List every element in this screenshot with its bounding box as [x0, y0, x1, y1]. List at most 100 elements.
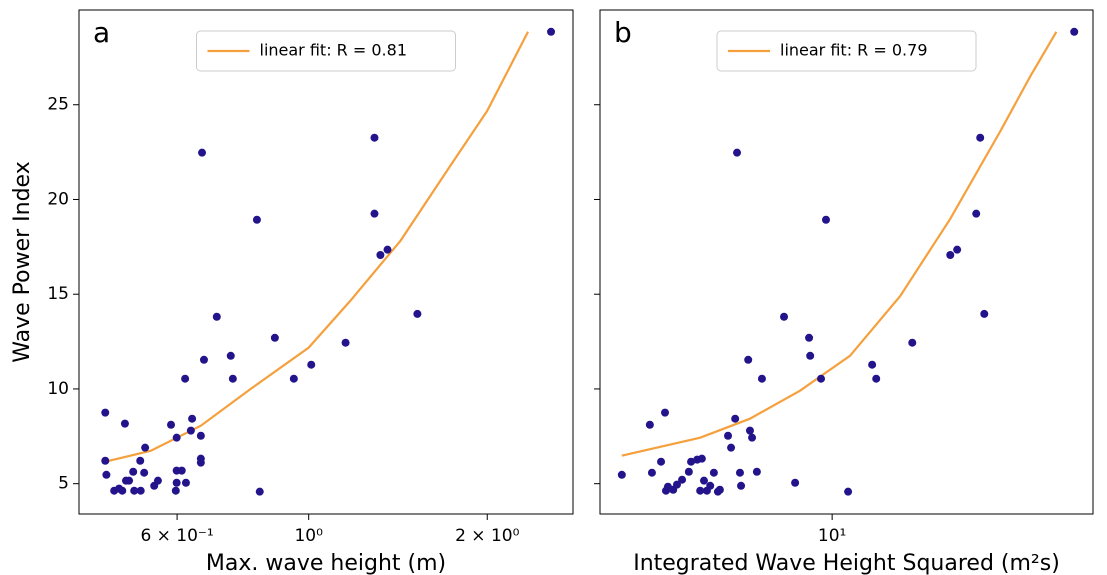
data-point — [101, 456, 110, 465]
y-tick-label: 10 — [47, 379, 69, 399]
data-point — [709, 468, 718, 477]
data-point — [153, 476, 162, 485]
data-point — [715, 485, 724, 494]
data-point — [744, 355, 753, 364]
data-point — [657, 457, 666, 466]
x-axis-label: Max. wave height (m) — [206, 551, 446, 575]
data-point — [370, 133, 379, 142]
legend: linear fit: R = 0.79 — [716, 30, 977, 72]
data-point — [684, 467, 693, 476]
data-point — [752, 467, 761, 476]
data-point — [972, 209, 981, 218]
data-point — [724, 431, 733, 440]
data-point — [196, 431, 205, 440]
y-axis-label: Wave Power Index — [10, 161, 35, 362]
data-point — [645, 420, 654, 429]
data-point — [120, 419, 129, 428]
data-point — [188, 414, 197, 423]
data-point — [678, 475, 687, 484]
data-point — [226, 351, 235, 360]
x-tick-label: 10⁰ — [294, 526, 323, 546]
fit-line — [621, 31, 1058, 457]
data-point — [102, 470, 111, 479]
data-point — [672, 480, 681, 489]
data-point — [171, 486, 180, 495]
y-tick-label: 5 — [58, 474, 69, 494]
data-point — [177, 466, 186, 475]
data-point — [181, 478, 190, 487]
data-point — [661, 408, 670, 417]
x-tick-label: 2 × 10⁰ — [455, 526, 519, 546]
data-point — [383, 245, 392, 254]
data-point — [370, 209, 379, 218]
data-point — [706, 481, 715, 490]
data-point — [167, 420, 176, 429]
data-point — [186, 426, 195, 435]
data-point — [1070, 27, 1079, 36]
x-axis-label: Integrated Wave Height Squared (m²s) — [633, 551, 1060, 575]
data-point — [727, 443, 736, 452]
data-point — [376, 250, 385, 259]
data-point — [791, 478, 800, 487]
panel-label: a — [93, 16, 110, 49]
data-point — [140, 468, 149, 477]
axes-frame — [78, 9, 574, 515]
y-tick-label: 15 — [47, 284, 69, 304]
x-tick-label: 6 × 10⁻¹ — [140, 526, 213, 546]
data-point — [868, 360, 877, 369]
data-point — [172, 478, 181, 487]
legend-label: linear fit: R = 0.81 — [260, 41, 408, 60]
x-tick-label: 10¹ — [818, 526, 846, 546]
data-point — [228, 374, 237, 383]
data-point — [136, 486, 145, 495]
data-point — [212, 312, 221, 321]
data-point — [946, 250, 955, 259]
data-point — [130, 486, 139, 495]
data-point — [733, 148, 742, 157]
data-point — [805, 333, 814, 342]
data-point — [129, 467, 138, 476]
data-point — [976, 133, 985, 142]
data-point — [872, 374, 881, 383]
data-point — [821, 215, 830, 224]
data-point — [697, 454, 706, 463]
data-point — [844, 487, 853, 496]
panel: 5 10 15 20 25 6 × 10⁻¹ 10⁰ 2 × 10⁰ a Max. wave he… — [10, 9, 574, 575]
data-point — [745, 426, 754, 435]
data-point — [270, 333, 279, 342]
panel: 10¹ b Integrated Wave Height Squared (m²s)… — [594, 9, 1094, 575]
data-point — [172, 433, 181, 442]
data-point — [780, 312, 789, 321]
data-point — [735, 468, 744, 477]
data-point — [198, 148, 207, 157]
data-point — [806, 351, 815, 360]
data-point — [141, 443, 150, 452]
legend-label: linear fit: R = 0.79 — [780, 41, 928, 60]
data-point — [547, 27, 556, 36]
data-point — [255, 487, 264, 496]
data-point — [617, 470, 626, 479]
data-point — [699, 476, 708, 485]
data-point — [252, 215, 261, 224]
data-point — [953, 245, 962, 254]
data-point — [341, 338, 350, 347]
data-point — [289, 374, 298, 383]
data-point — [199, 355, 208, 364]
data-point — [413, 309, 422, 318]
data-point — [125, 476, 134, 485]
panel-label: b — [614, 16, 632, 49]
fit-line — [105, 31, 529, 463]
data-point — [118, 486, 127, 495]
data-point — [737, 481, 746, 490]
legend-box — [716, 30, 977, 72]
data-point — [136, 456, 145, 465]
axes-frame — [599, 9, 1094, 515]
data-point — [307, 360, 316, 369]
data-point — [731, 414, 740, 423]
data-point — [196, 458, 205, 467]
y-tick-label: 20 — [47, 189, 69, 209]
data-point — [757, 374, 766, 383]
data-point — [980, 309, 989, 318]
data-point — [817, 374, 826, 383]
